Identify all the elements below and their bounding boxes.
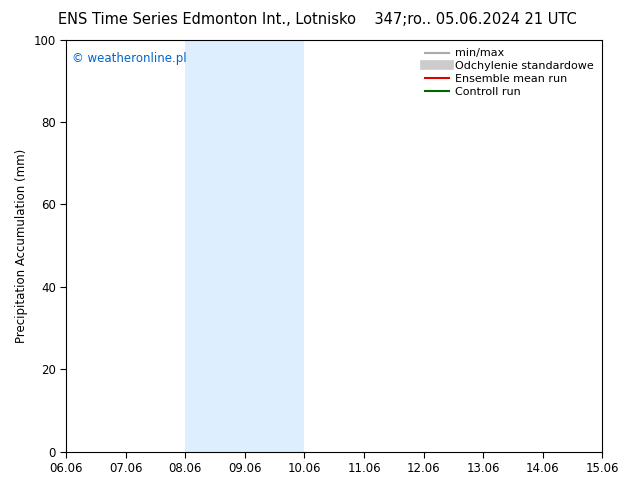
Bar xyxy=(185,40,304,452)
Text: ENS Time Series Edmonton Int., Lotnisko    347;ro.. 05.06.2024 21 UTC: ENS Time Series Edmonton Int., Lotnisko … xyxy=(58,12,576,27)
Text: © weatheronline.pl: © weatheronline.pl xyxy=(72,52,186,65)
Legend: min/max, Odchylenie standardowe, Ensemble mean run, Controll run: min/max, Odchylenie standardowe, Ensembl… xyxy=(420,44,598,101)
Y-axis label: Precipitation Accumulation (mm): Precipitation Accumulation (mm) xyxy=(15,148,28,343)
